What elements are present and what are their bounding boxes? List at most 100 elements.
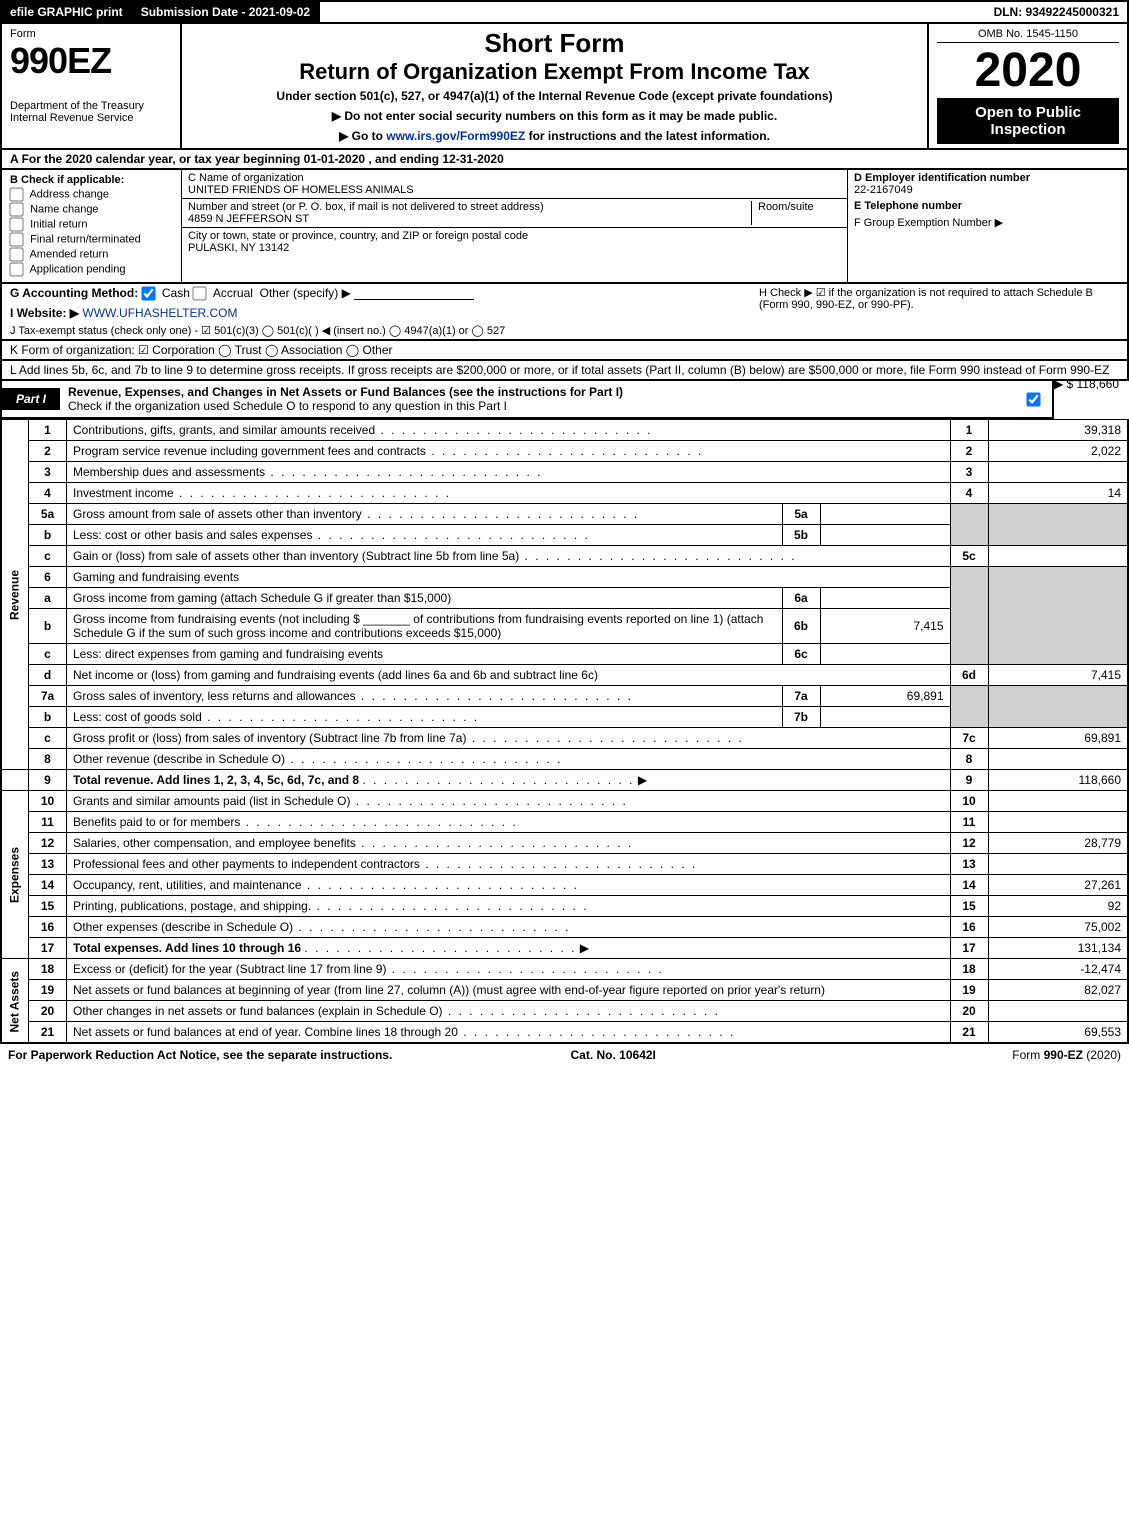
ln2-d: Program service revenue including govern… [73, 444, 703, 458]
line-a-text: For the 2020 calendar year, or tax year … [22, 152, 504, 166]
ln6-d: Gaming and fundraising events [67, 567, 951, 588]
ln4-amt: 14 [988, 483, 1128, 504]
ln1-d: Contributions, gifts, grants, and simila… [73, 423, 653, 437]
ln7b-s: 7b [782, 707, 820, 728]
top-bar: efile GRAPHIC print Submission Date - 20… [0, 0, 1129, 24]
ln5a-sa [820, 504, 950, 525]
ln8-c: 8 [950, 749, 988, 770]
part-i-checkbox[interactable] [1026, 393, 1040, 407]
goto-line: ▶ Go to www.irs.gov/Form990EZ for instru… [190, 129, 919, 143]
ln6c-sa [820, 644, 950, 665]
form-number: 990EZ [10, 40, 172, 82]
ln7b-sa [820, 707, 950, 728]
ln13-d: Professional fees and other payments to … [73, 857, 697, 871]
ln2-amt: 2,022 [988, 441, 1128, 462]
omb: OMB No. 1545-1150 [937, 28, 1119, 43]
ln3-n: 3 [29, 462, 67, 483]
ln6b-n: b [29, 609, 67, 644]
ln20-d: Other changes in net assets or fund bala… [73, 1004, 720, 1018]
ln10-n: 10 [29, 791, 67, 812]
part-i-header: Part I Revenue, Expenses, and Changes in… [0, 381, 1054, 419]
ln7a-n: 7a [29, 686, 67, 707]
ln7a-s: 7a [782, 686, 820, 707]
ln14-d: Occupancy, rent, utilities, and maintena… [73, 878, 579, 892]
g-accrual-chk[interactable] [193, 287, 207, 301]
ln7c-amt: 69,891 [988, 728, 1128, 749]
footer-right: Form 990-EZ (2020) [1012, 1048, 1121, 1062]
ln16-c: 16 [950, 917, 988, 938]
ln4-d: Investment income [73, 486, 451, 500]
ln5b-d: Less: cost or other basis and sales expe… [73, 528, 590, 542]
ln9-d: Total revenue. Add lines 1, 2, 3, 4, 5c,… [73, 773, 359, 787]
e-tel-label: E Telephone number [854, 200, 1121, 212]
ln19-d: Net assets or fund balances at beginning… [73, 983, 825, 997]
chk-pending[interactable]: Application pending [10, 263, 173, 276]
ln11-c: 11 [950, 812, 988, 833]
chk-name[interactable]: Name change [10, 203, 173, 216]
ln7a-d: Gross sales of inventory, less returns a… [73, 689, 633, 703]
ln5b-s: 5b [782, 525, 820, 546]
ln11-amt [988, 812, 1128, 833]
ln16-amt: 75,002 [988, 917, 1128, 938]
ln10-c: 10 [950, 791, 988, 812]
ln7c-c: 7c [950, 728, 988, 749]
ln2-c: 2 [950, 441, 988, 462]
ln6a-sa [820, 588, 950, 609]
website-link[interactable]: WWW.UFHASHELTER.COM [82, 306, 237, 320]
efile-label: efile GRAPHIC print [2, 2, 133, 22]
chk-final[interactable]: Final return/terminated [10, 233, 173, 246]
ln13-c: 13 [950, 854, 988, 875]
ln9-amt: 118,660 [988, 770, 1128, 791]
ln8-d: Other revenue (describe in Schedule O) [73, 752, 562, 766]
chk-initial[interactable]: Initial return [10, 218, 173, 231]
org-city: PULASKI, NY 13142 [188, 242, 289, 254]
ein: 22-2167049 [854, 184, 1121, 196]
org-street: 4859 N JEFFERSON ST [188, 213, 309, 225]
ln4-c: 4 [950, 483, 988, 504]
chk-address[interactable]: Address change [10, 188, 173, 201]
ln6c-n: c [29, 644, 67, 665]
ln6d-amt: 7,415 [988, 665, 1128, 686]
expenses-label: Expenses [1, 791, 29, 959]
ln5c-n: c [29, 546, 67, 567]
ln6d-n: d [29, 665, 67, 686]
ln7a-sa: 69,891 [820, 686, 950, 707]
d-col: D Employer identification number 22-2167… [847, 170, 1127, 282]
page-footer: For Paperwork Reduction Act Notice, see … [0, 1044, 1129, 1066]
netassets-label: Net Assets [1, 959, 29, 1044]
ln17-amt: 131,134 [988, 938, 1128, 959]
under-section: Under section 501(c), 527, or 4947(a)(1)… [190, 89, 919, 103]
ln14-c: 14 [950, 875, 988, 896]
dept-treasury: Department of the Treasury [10, 100, 172, 112]
ln6d-c: 6d [950, 665, 988, 686]
ln8-amt [988, 749, 1128, 770]
ln6c-d: Less: direct expenses from gaming and fu… [67, 644, 783, 665]
ln10-amt [988, 791, 1128, 812]
ln7b-n: b [29, 707, 67, 728]
ln12-d: Salaries, other compensation, and employ… [73, 836, 633, 850]
no-ssn: ▶ Do not enter social security numbers o… [190, 109, 919, 123]
ln6a-n: a [29, 588, 67, 609]
form-word: Form [10, 28, 172, 40]
ln18-d: Excess or (deficit) for the year (Subtra… [73, 962, 664, 976]
chk-amended[interactable]: Amended return [10, 248, 173, 261]
k-line: K Form of organization: ☑ Corporation ◯ … [0, 341, 1129, 361]
ln21-amt: 69,553 [988, 1022, 1128, 1044]
ln4-n: 4 [29, 483, 67, 504]
ln15-n: 15 [29, 896, 67, 917]
part-i-tag: Part I [2, 388, 60, 410]
ln6-n: 6 [29, 567, 67, 588]
h-line: H Check ▶ ☑ if the organization is not r… [759, 286, 1119, 337]
ln6b-sa: 7,415 [820, 609, 950, 644]
ln17-n: 17 [29, 938, 67, 959]
dln: DLN: 93492245000321 [986, 2, 1127, 22]
goto-link[interactable]: www.irs.gov/Form990EZ [386, 129, 525, 143]
footer-mid: Cat. No. 10642I [571, 1048, 656, 1062]
g-cash-chk[interactable] [141, 287, 155, 301]
ln14-n: 14 [29, 875, 67, 896]
ln6b-s: 6b [782, 609, 820, 644]
open-inspection: Open to Public Inspection [937, 98, 1119, 144]
ln9-c: 9 [950, 770, 988, 791]
ln18-n: 18 [29, 959, 67, 980]
ln17-d: Total expenses. Add lines 10 through 16 [73, 941, 301, 955]
